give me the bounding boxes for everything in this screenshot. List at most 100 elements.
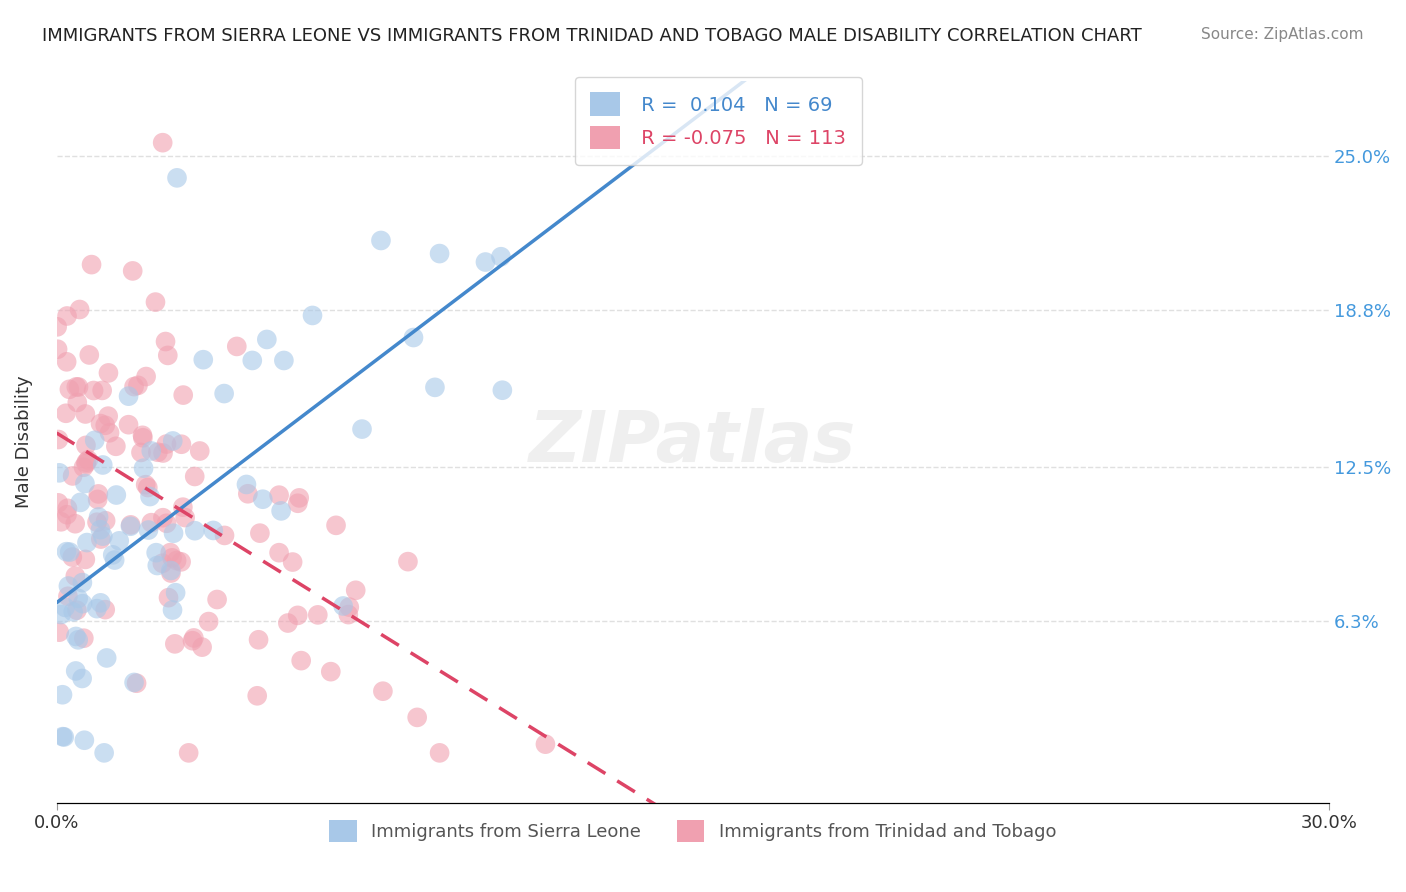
Immigrants from Trinidad and Tobago [72,460,94,475]
Immigrants from Sierra Leone [69,495,91,509]
Immigrants from Trinidad and Tobago [48,433,70,447]
Immigrants from Trinidad and Tobago [66,603,89,617]
Immigrants from Sierra Leone [91,458,114,472]
Immigrants from Trinidad and Tobago [155,516,177,531]
Immigrants from Trinidad and Tobago [191,640,214,654]
Immigrants from Trinidad and Tobago [80,258,103,272]
Immigrants from Trinidad and Tobago [75,438,97,452]
Immigrants from Trinidad and Tobago [174,510,197,524]
Immigrants from Sierra Leone [202,524,225,538]
Immigrants from Sierra Leone [162,603,184,617]
Immigrants from Trinidad and Tobago [65,569,87,583]
Immigrants from Sierra Leone [165,585,187,599]
Immigrants from Trinidad and Tobago [46,319,69,334]
Immigrants from Sierra Leone [252,492,274,507]
Immigrants from Sierra Leone [52,730,75,744]
Immigrants from Trinidad and Tobago [152,136,174,150]
Immigrants from Trinidad and Tobago [319,665,342,679]
Immigrants from Trinidad and Tobago [121,264,143,278]
Immigrants from Trinidad and Tobago [155,334,177,349]
Immigrants from Trinidad and Tobago [287,496,309,510]
Immigrants from Trinidad and Tobago [125,676,148,690]
Immigrants from Trinidad and Tobago [131,428,153,442]
Immigrants from Sierra Leone [108,533,131,548]
Immigrants from Trinidad and Tobago [55,406,77,420]
Immigrants from Trinidad and Tobago [56,309,79,323]
Immigrants from Trinidad and Tobago [73,631,96,645]
Immigrants from Trinidad and Tobago [63,516,86,531]
Immigrants from Trinidad and Tobago [75,457,97,471]
Immigrants from Sierra Leone [70,672,93,686]
Immigrants from Trinidad and Tobago [152,446,174,460]
Immigrants from Sierra Leone [162,526,184,541]
Immigrants from Trinidad and Tobago [225,339,247,353]
Immigrants from Sierra Leone [332,599,354,613]
Immigrants from Trinidad and Tobago [288,491,311,505]
Immigrants from Trinidad and Tobago [75,455,97,469]
Immigrants from Trinidad and Tobago [60,549,83,564]
Immigrants from Sierra Leone [93,746,115,760]
Immigrants from Trinidad and Tobago [160,566,183,580]
Immigrants from Trinidad and Tobago [307,607,329,622]
Immigrants from Sierra Leone [117,389,139,403]
Immigrants from Trinidad and Tobago [534,737,557,751]
Immigrants from Trinidad and Tobago [91,384,114,398]
Immigrants from Trinidad and Tobago [267,546,290,560]
Immigrants from Trinidad and Tobago [396,555,419,569]
Immigrants from Sierra Leone [240,353,263,368]
Immigrants from Trinidad and Tobago [157,591,180,605]
Immigrants from Sierra Leone [53,730,76,744]
Immigrants from Trinidad and Tobago [246,689,269,703]
Immigrants from Trinidad and Tobago [66,395,89,409]
Immigrants from Trinidad and Tobago [205,592,228,607]
Immigrants from Trinidad and Tobago [90,532,112,546]
Immigrants from Sierra Leone [235,477,257,491]
Immigrants from Trinidad and Tobago [183,631,205,645]
Immigrants from Sierra Leone [65,630,87,644]
Immigrants from Trinidad and Tobago [371,684,394,698]
Immigrants from Trinidad and Tobago [135,477,157,491]
Immigrants from Sierra Leone [55,544,77,558]
Immigrants from Sierra Leone [166,170,188,185]
Immigrants from Sierra Leone [101,548,124,562]
Immigrants from Sierra Leone [273,353,295,368]
Immigrants from Sierra Leone [474,255,496,269]
Immigrants from Trinidad and Tobago [172,500,194,515]
Immigrants from Sierra Leone [67,591,90,606]
Immigrants from Sierra Leone [489,250,512,264]
Immigrants from Sierra Leone [58,579,80,593]
Immigrants from Trinidad and Tobago [69,302,91,317]
Immigrants from Trinidad and Tobago [94,602,117,616]
Legend:  R =  0.104   N = 69,  R = -0.075   N = 113: R = 0.104 N = 69, R = -0.075 N = 113 [575,77,862,165]
Immigrants from Sierra Leone [256,333,278,347]
Immigrants from Trinidad and Tobago [132,431,155,445]
Immigrants from Trinidad and Tobago [287,608,309,623]
Immigrants from Trinidad and Tobago [337,607,360,622]
Immigrants from Sierra Leone [104,553,127,567]
Immigrants from Trinidad and Tobago [77,453,100,467]
Immigrants from Sierra Leone [76,535,98,549]
Immigrants from Trinidad and Tobago [94,514,117,528]
Immigrants from Trinidad and Tobago [141,516,163,530]
Immigrants from Trinidad and Tobago [129,445,152,459]
Immigrants from Sierra Leone [139,490,162,504]
Immigrants from Trinidad and Tobago [58,382,80,396]
Immigrants from Trinidad and Tobago [89,417,111,431]
Immigrants from Sierra Leone [423,380,446,394]
Immigrants from Trinidad and Tobago [86,492,108,507]
Immigrants from Trinidad and Tobago [83,384,105,398]
Immigrants from Trinidad and Tobago [337,600,360,615]
Immigrants from Trinidad and Tobago [136,481,159,495]
Immigrants from Sierra Leone [86,601,108,615]
Immigrants from Trinidad and Tobago [97,409,120,424]
Immigrants from Trinidad and Tobago [325,518,347,533]
Immigrants from Sierra Leone [65,664,87,678]
Immigrants from Trinidad and Tobago [104,439,127,453]
Immigrants from Sierra Leone [141,444,163,458]
Immigrants from Sierra Leone [146,558,169,573]
Immigrants from Trinidad and Tobago [145,295,167,310]
Immigrants from Sierra Leone [90,596,112,610]
Immigrants from Sierra Leone [270,504,292,518]
Immigrants from Trinidad and Tobago [152,510,174,524]
Immigrants from Sierra Leone [132,461,155,475]
